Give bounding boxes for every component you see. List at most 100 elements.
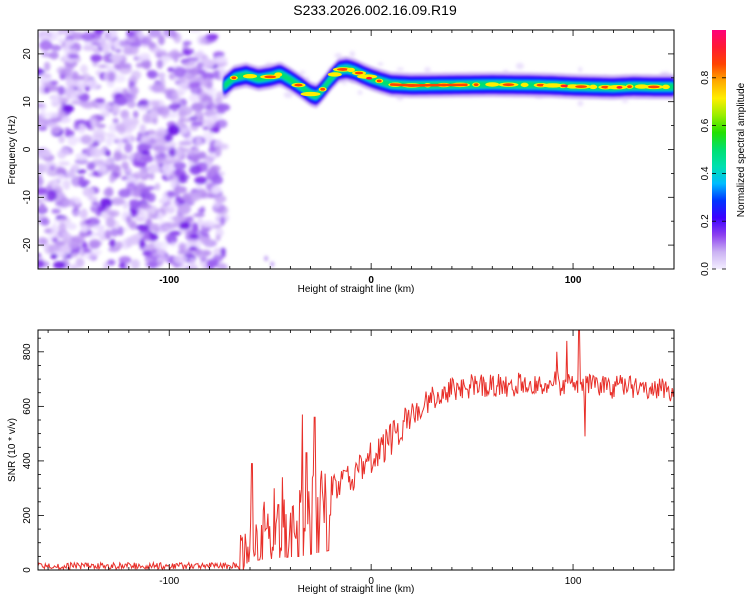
noise-blob [51,94,60,105]
spectrogram-y-axis-title: Frequency (Hz) [7,116,18,185]
noise-blob [136,55,151,62]
noise-blob [56,173,66,180]
noise-blob [133,171,141,178]
ridge-hotspot-core [376,79,382,83]
ridge-hotspot-core [336,68,349,71]
noise-blob [121,161,129,170]
noise-blob [215,119,228,129]
x-tick-label: -100 [159,275,179,286]
noise-blob [80,208,88,220]
noise-blob [51,237,58,243]
noise-blob [157,35,165,46]
noise-blob [161,108,170,117]
noise-blob [58,134,65,144]
noise-blob [194,137,203,147]
noise-blob [138,99,150,106]
noise-blob [128,46,139,56]
noise-blob [97,64,109,69]
noise-blob [61,181,68,187]
noise-blob [39,202,46,212]
snr-x-ticks: -100 0 100 [47,330,675,587]
ridge-hotspot-core [473,83,479,87]
noise-blob [61,68,73,77]
x-tick-label: 0 [368,576,374,587]
noise-blob [62,104,75,113]
noise-blob [109,173,116,184]
noise-blob [140,187,151,194]
figure-title: S233.2026.002.16.09.R19 [293,2,457,18]
noise-blob [621,99,629,103]
noise-blob [101,42,110,54]
noise-blob [189,258,196,269]
noise-blob [49,51,59,60]
noise-blob [90,116,98,127]
noise-blob [189,229,197,235]
noise-blob [113,87,125,93]
noise-blob [122,227,129,232]
noise-blob [182,40,192,46]
noise-blob [173,255,187,264]
ridge-hotspot [542,83,563,88]
noise-blob [118,262,126,269]
noise-blob [263,255,269,262]
noise-blob [40,217,50,226]
ridge-hotspot [300,91,321,97]
noise-blob [182,60,195,68]
colorbar-tick-label: 0.2 [700,214,711,228]
noise-blob [73,210,84,216]
noise-blob [188,246,198,252]
noise-blob [71,164,80,171]
noise-blob [105,150,111,157]
noise-blob [70,93,77,100]
noise-blob [92,224,106,230]
noise-blob [117,226,124,236]
noise-blob [62,54,70,62]
noise-blob [177,176,188,184]
spectrogram-x-ticks: -100 0 100 [47,30,675,286]
noise-blob [73,120,80,131]
colorbar: 0.0 0.2 0.4 0.6 0.8 Normalized spectral ampl… [700,30,747,276]
noise-blob [126,100,136,109]
noise-blob [93,128,106,139]
noise-blob [65,39,74,47]
y-tick-label: 20 [22,48,33,60]
noise-blob [81,73,91,82]
y-tick-label: 10 [22,96,33,108]
noise-blob [88,143,98,149]
noise-blob [195,161,208,173]
noise-blob [39,39,53,51]
noise-blob [515,62,524,70]
ridge-hotspot-core [601,85,610,89]
noise-blob [154,182,161,191]
noise-blob [167,124,180,136]
noise-blob [87,196,98,201]
noise-blob [38,103,46,108]
noise-blob [110,228,119,237]
colorbar-gradient [712,30,726,269]
noise-blob [161,163,175,173]
noise-blob [148,232,159,242]
colorbar-title: Normalized spectral amplitude [736,82,747,217]
noise-blob [185,57,200,62]
noise-blob [118,188,132,198]
noise-blob [132,110,139,119]
noise-blob [188,81,202,88]
ridge-hotspot [589,84,598,90]
x-tick-label: 100 [565,275,582,286]
ridge-hotspot [357,74,378,79]
noise-blob [170,180,176,189]
noise-blob [97,37,103,44]
noise-blob [156,72,166,79]
noise-blob [197,69,206,75]
noise-blob [65,170,76,179]
noise-blob [90,54,103,63]
noise-blob [50,123,62,135]
noise-blob [113,39,120,50]
noise-blob [62,199,76,207]
noise-blob [82,45,96,51]
noise-blob [109,239,116,248]
ridge-hotspot-core [294,83,303,87]
ridge-peak-segment [389,83,468,87]
